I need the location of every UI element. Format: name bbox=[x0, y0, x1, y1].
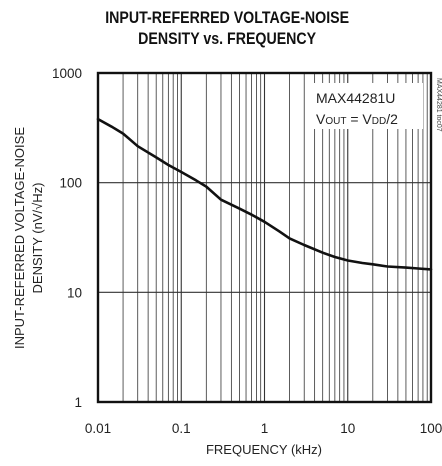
annotation-box-bg bbox=[308, 83, 423, 129]
y-axis-label-line-2: DENSITY (nV/√Hz) bbox=[30, 183, 45, 294]
x-tick-label: 0.01 bbox=[85, 421, 111, 436]
y-tick-label: 1 bbox=[74, 395, 82, 410]
chart-title: INPUT-REFERRED VOLTAGE-NOISE DENSITY vs.… bbox=[37, 8, 417, 50]
annotation-condition: VOUT = VDD/2 bbox=[316, 111, 398, 127]
x-tick-label: 1 bbox=[261, 421, 269, 436]
y-axis-label-line-1: INPUT-REFERRED VOLTAGE-NOISE bbox=[12, 127, 27, 349]
x-tick-label: 0.1 bbox=[172, 421, 191, 436]
chart-title-line-1: INPUT-REFERRED VOLTAGE-NOISE bbox=[105, 9, 350, 27]
y-tick-label: 10 bbox=[67, 285, 82, 300]
y-tick-label: 100 bbox=[59, 176, 82, 191]
annotation-box: MAX44281U VOUT = VDD/2 bbox=[308, 83, 423, 129]
chart-title-line-2: DENSITY vs. FREQUENCY bbox=[138, 30, 317, 48]
side-tag: MAX44281 toc07 bbox=[435, 78, 442, 132]
y-tick-label: 1000 bbox=[52, 66, 82, 81]
noise-curve bbox=[96, 117, 433, 271]
x-tick-label: 10 bbox=[340, 421, 355, 436]
tick-labels: 0.01 0.1 1 10 100 1 10 100 1000 bbox=[52, 66, 442, 436]
x-tick-label: 100 bbox=[420, 421, 442, 436]
annotation-part-number: MAX44281U bbox=[316, 90, 395, 106]
plot-frame bbox=[96, 71, 433, 404]
x-axis-label: FREQUENCY (kHz) bbox=[206, 442, 322, 457]
